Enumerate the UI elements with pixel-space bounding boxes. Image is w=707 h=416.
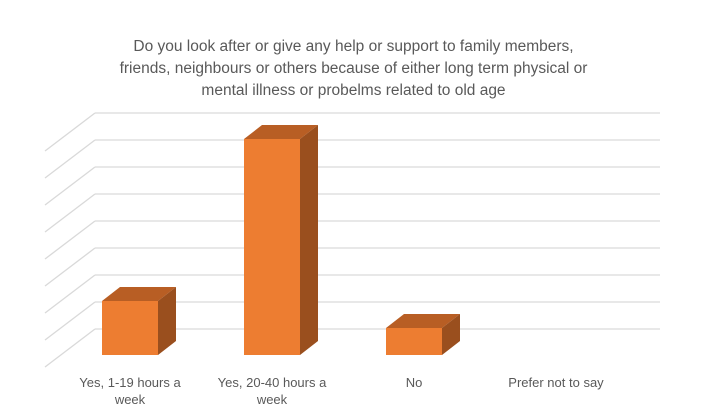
chart-title-line: friends, neighbours or others because of… xyxy=(119,60,588,77)
bar-side xyxy=(158,287,176,355)
chart-title-line: mental illness or probelms related to ol… xyxy=(201,82,506,99)
chart-title: Do you look after or give any help or su… xyxy=(0,36,707,102)
gridline-side xyxy=(44,301,96,341)
gridline-side xyxy=(44,193,96,233)
x-tick-label: Yes, 20-40 hours a week xyxy=(217,375,327,407)
bar-top xyxy=(102,287,176,301)
gridline-side xyxy=(44,328,96,368)
bar-top xyxy=(386,314,460,328)
gridline-side xyxy=(44,274,96,314)
gridline-side xyxy=(44,247,96,287)
bar-side xyxy=(300,125,318,355)
x-tick-label: No xyxy=(405,375,423,390)
x-tick-label: Yes, 1-19 hours a week xyxy=(79,375,181,407)
gridline-side xyxy=(44,220,96,260)
bar-side xyxy=(442,314,460,355)
gridline-side xyxy=(44,112,96,152)
bar xyxy=(386,328,442,355)
bar-top xyxy=(244,125,318,139)
gridline-side xyxy=(44,166,96,206)
chart-title-line: Do you look after or give any help or su… xyxy=(133,38,574,55)
bar xyxy=(102,301,158,355)
x-tick-label: Prefer not to say xyxy=(508,375,604,390)
bar xyxy=(244,139,300,355)
gridline-side xyxy=(44,139,96,179)
